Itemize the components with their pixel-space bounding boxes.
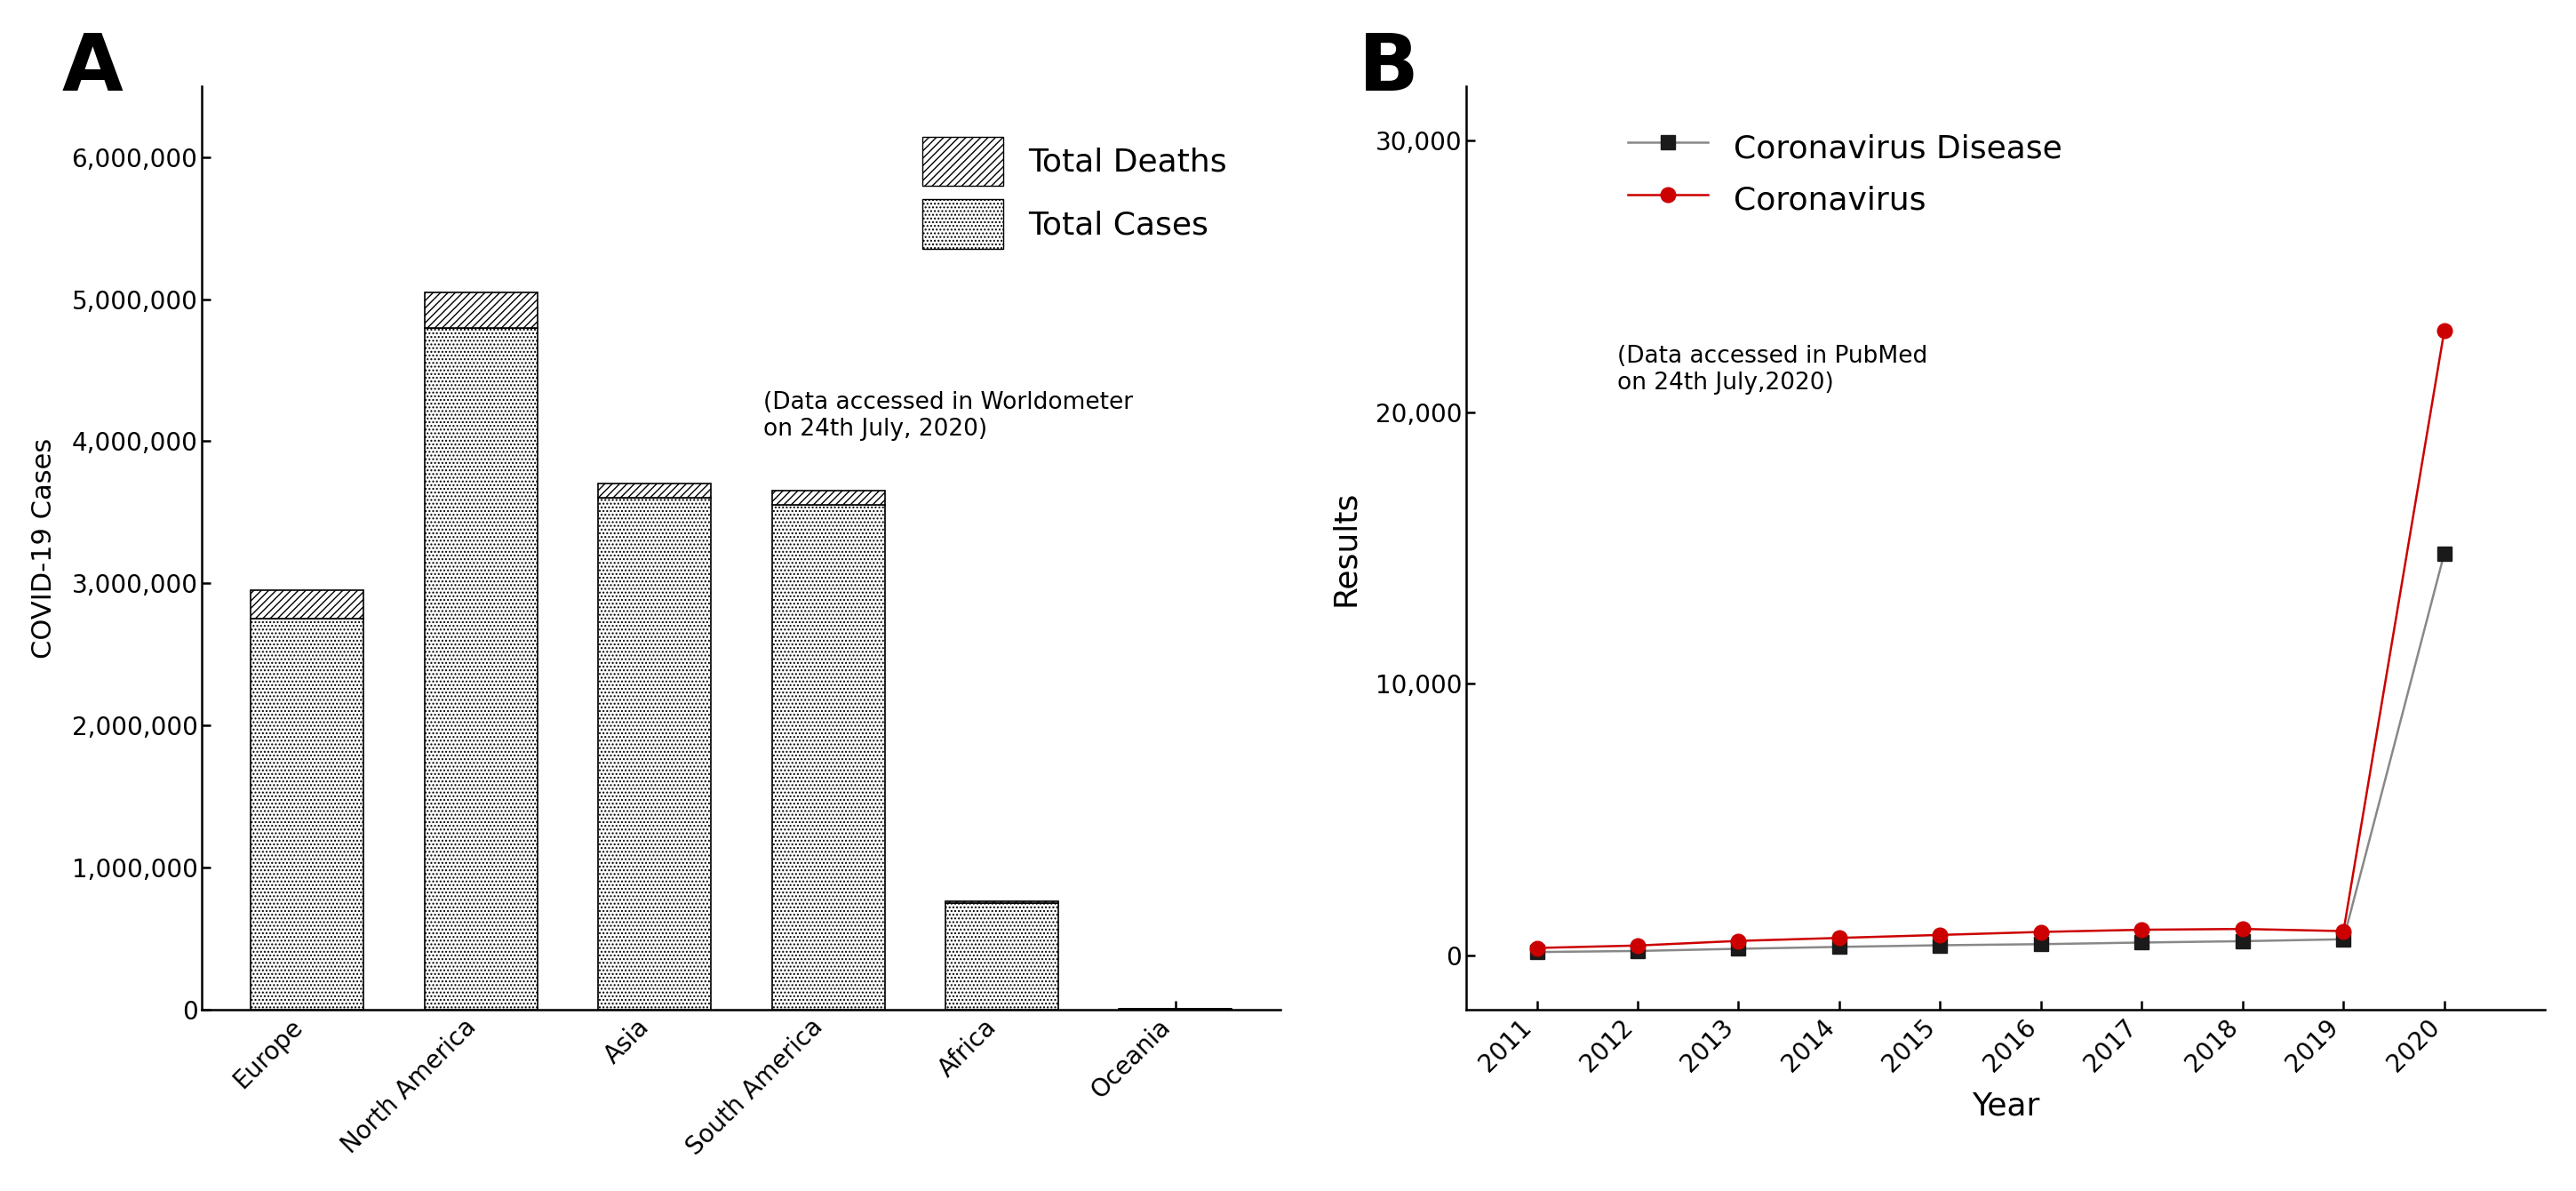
Coronavirus — [1924, 928, 1955, 942]
Line: Coronavirus: Coronavirus — [1530, 323, 2452, 955]
Coronavirus — [2228, 922, 2259, 936]
X-axis label: Year: Year — [1971, 1091, 2040, 1122]
Bar — [425, 292, 538, 328]
Bar — [945, 903, 1059, 1010]
Coronavirus — [1623, 939, 1654, 953]
Bar — [1118, 1009, 1231, 1010]
Text: A: A — [62, 31, 124, 107]
Bar — [250, 619, 363, 1010]
Text: (Data accessed in Worldometer
on 24th July, 2020): (Data accessed in Worldometer on 24th Ju… — [762, 391, 1133, 441]
Coronavirus Disease — [2025, 937, 2056, 952]
Coronavirus Disease — [1623, 943, 1654, 958]
Coronavirus — [2125, 923, 2156, 937]
Bar — [250, 591, 363, 619]
Legend: Coronavirus Disease, Coronavirus: Coronavirus Disease, Coronavirus — [1613, 111, 2079, 235]
Coronavirus — [2429, 323, 2460, 337]
Coronavirus — [1723, 934, 1754, 948]
Legend: Total Deaths, Total Cases: Total Deaths, Total Cases — [907, 120, 1244, 264]
Bar — [773, 505, 884, 1010]
Coronavirus Disease — [1924, 939, 1955, 953]
Bar — [773, 491, 884, 505]
Coronavirus Disease — [2228, 934, 2259, 948]
Y-axis label: Results: Results — [1329, 490, 1360, 606]
Coronavirus Disease — [1522, 944, 1553, 959]
Coronavirus — [2025, 924, 2056, 939]
Coronavirus — [1824, 930, 1855, 944]
Line: Coronavirus Disease: Coronavirus Disease — [1530, 547, 2452, 959]
Y-axis label: COVID-19 Cases: COVID-19 Cases — [31, 437, 57, 659]
Coronavirus Disease — [1723, 942, 1754, 956]
Text: B: B — [1358, 31, 1419, 107]
Coronavirus Disease — [1824, 940, 1855, 954]
Bar — [598, 498, 711, 1010]
Coronavirus Disease — [2329, 933, 2360, 947]
Bar — [945, 902, 1059, 903]
Coronavirus Disease — [2125, 935, 2156, 949]
Bar — [425, 328, 538, 1010]
Bar — [598, 484, 711, 498]
Coronavirus Disease — [2429, 547, 2460, 561]
Coronavirus — [1522, 941, 1553, 955]
Coronavirus — [2329, 924, 2360, 939]
Text: (Data accessed in PubMed
on 24th July,2020): (Data accessed in PubMed on 24th July,20… — [1618, 344, 1927, 394]
